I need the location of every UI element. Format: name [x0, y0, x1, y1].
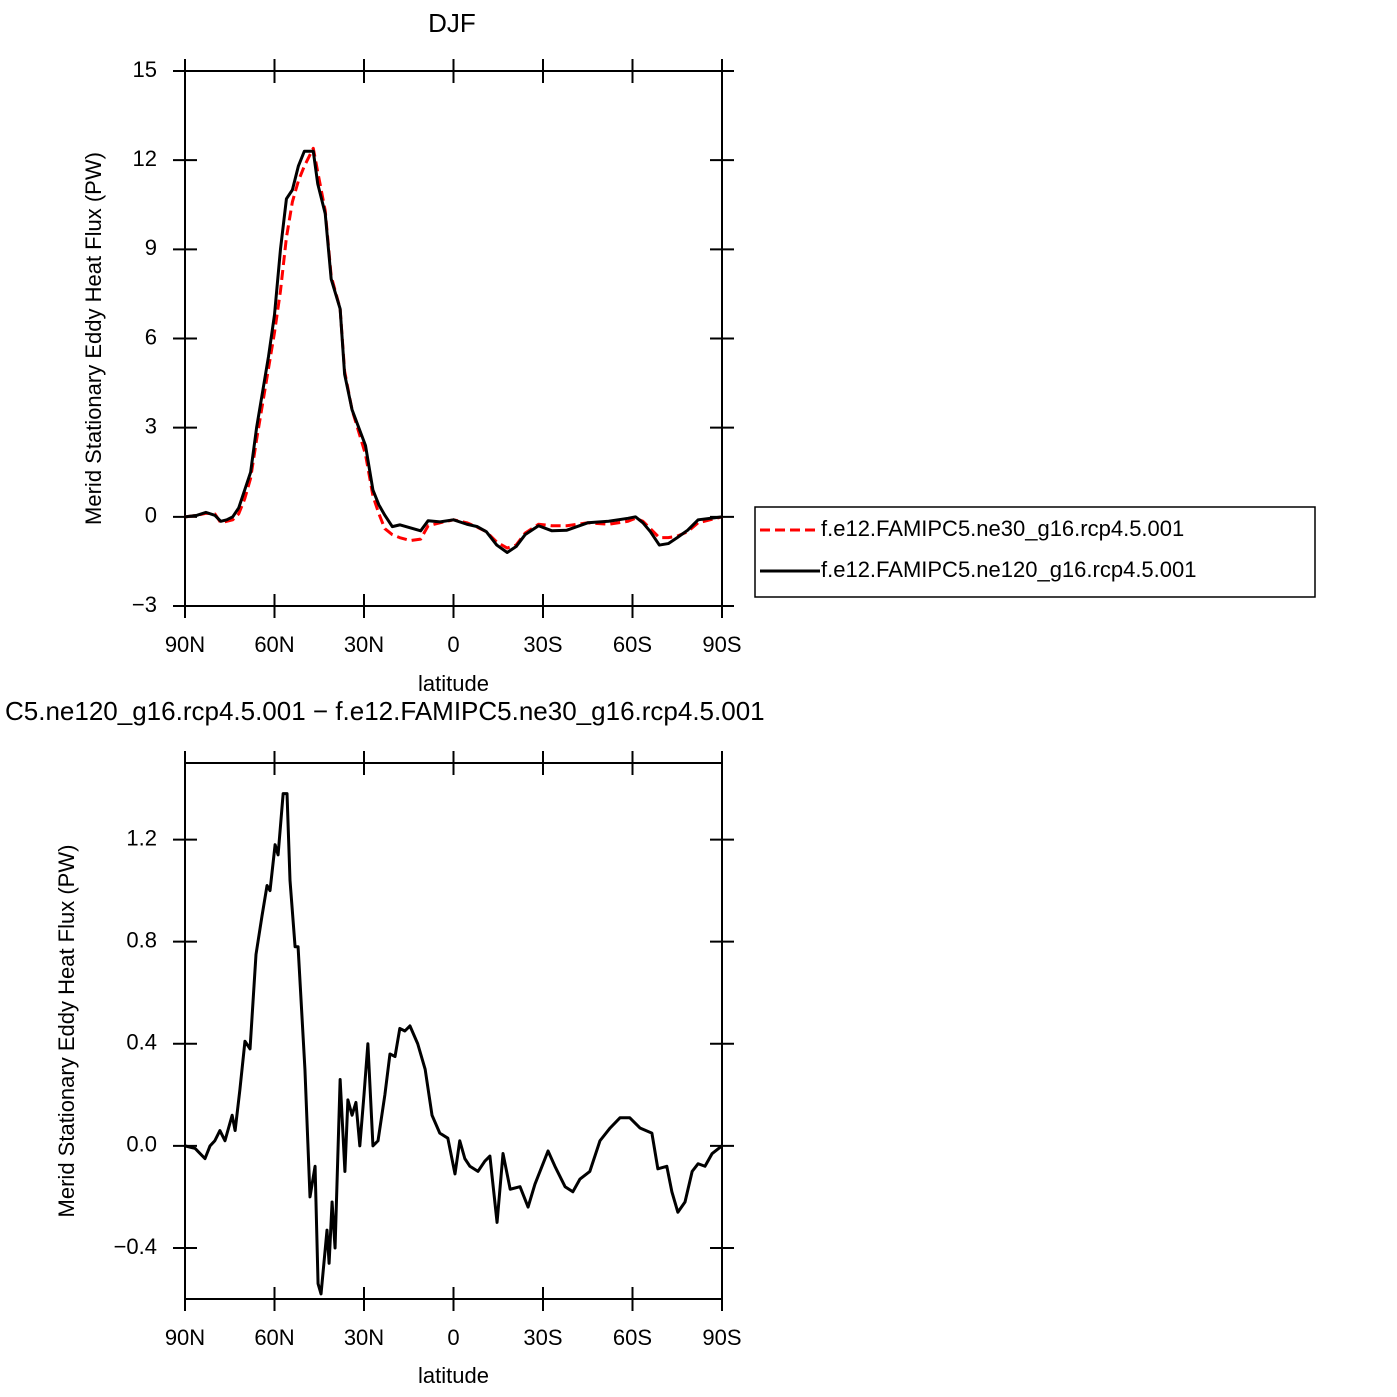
y-tick-label: 0.4	[126, 1030, 157, 1055]
y-tick-label: 0.0	[126, 1132, 157, 1157]
x-tick-label: 0	[447, 1325, 459, 1350]
y-tick-label: 0	[145, 503, 157, 528]
x-tick-label: 30S	[523, 632, 562, 657]
y-tick-label: 15	[133, 57, 157, 82]
legend-label: f.e12.FAMIPC5.ne120_g16.rcp4.5.001	[821, 557, 1196, 582]
x-axis-label: latitude	[418, 1363, 489, 1388]
x-tick-label: 60N	[254, 1325, 294, 1350]
x-tick-label: 90N	[165, 1325, 205, 1350]
series-line	[184, 146, 723, 550]
x-tick-label: 60S	[613, 1325, 652, 1350]
x-axis-label: latitude	[418, 671, 489, 696]
plot-frame	[184, 762, 723, 1300]
chart-title: C5.ne120_g16.rcp4.5.001 − f.e12.FAMIPC5.…	[5, 696, 765, 726]
y-axis-label: Merid Stationary Eddy Heat Flux (PW)	[81, 152, 106, 525]
legend-label: f.e12.FAMIPC5.ne30_g16.rcp4.5.001	[821, 516, 1184, 541]
x-tick-label: 30N	[344, 1325, 384, 1350]
x-tick-label: 90S	[702, 632, 741, 657]
y-tick-label: 1.2	[126, 825, 157, 850]
y-axis-label: Merid Stationary Eddy Heat Flux (PW)	[54, 845, 79, 1218]
series-line	[184, 792, 723, 1296]
x-tick-label: 90N	[165, 632, 205, 657]
y-tick-label: −0.4	[114, 1234, 157, 1259]
plot-frame	[184, 70, 723, 607]
chart-title: DJF	[428, 8, 476, 38]
x-tick-label: 0	[447, 632, 459, 657]
y-tick-label: 3	[145, 413, 157, 438]
x-tick-label: 30S	[523, 1325, 562, 1350]
x-tick-label: 90S	[702, 1325, 741, 1350]
legend-box	[754, 506, 1316, 598]
y-tick-label: −3	[132, 592, 157, 617]
x-tick-label: 60N	[254, 632, 294, 657]
y-tick-label: 12	[133, 146, 157, 171]
y-tick-label: 0.8	[126, 927, 157, 952]
y-tick-label: 9	[145, 235, 157, 260]
y-tick-label: 6	[145, 324, 157, 349]
x-tick-label: 30N	[344, 632, 384, 657]
series-line	[184, 149, 723, 554]
x-tick-label: 60S	[613, 632, 652, 657]
